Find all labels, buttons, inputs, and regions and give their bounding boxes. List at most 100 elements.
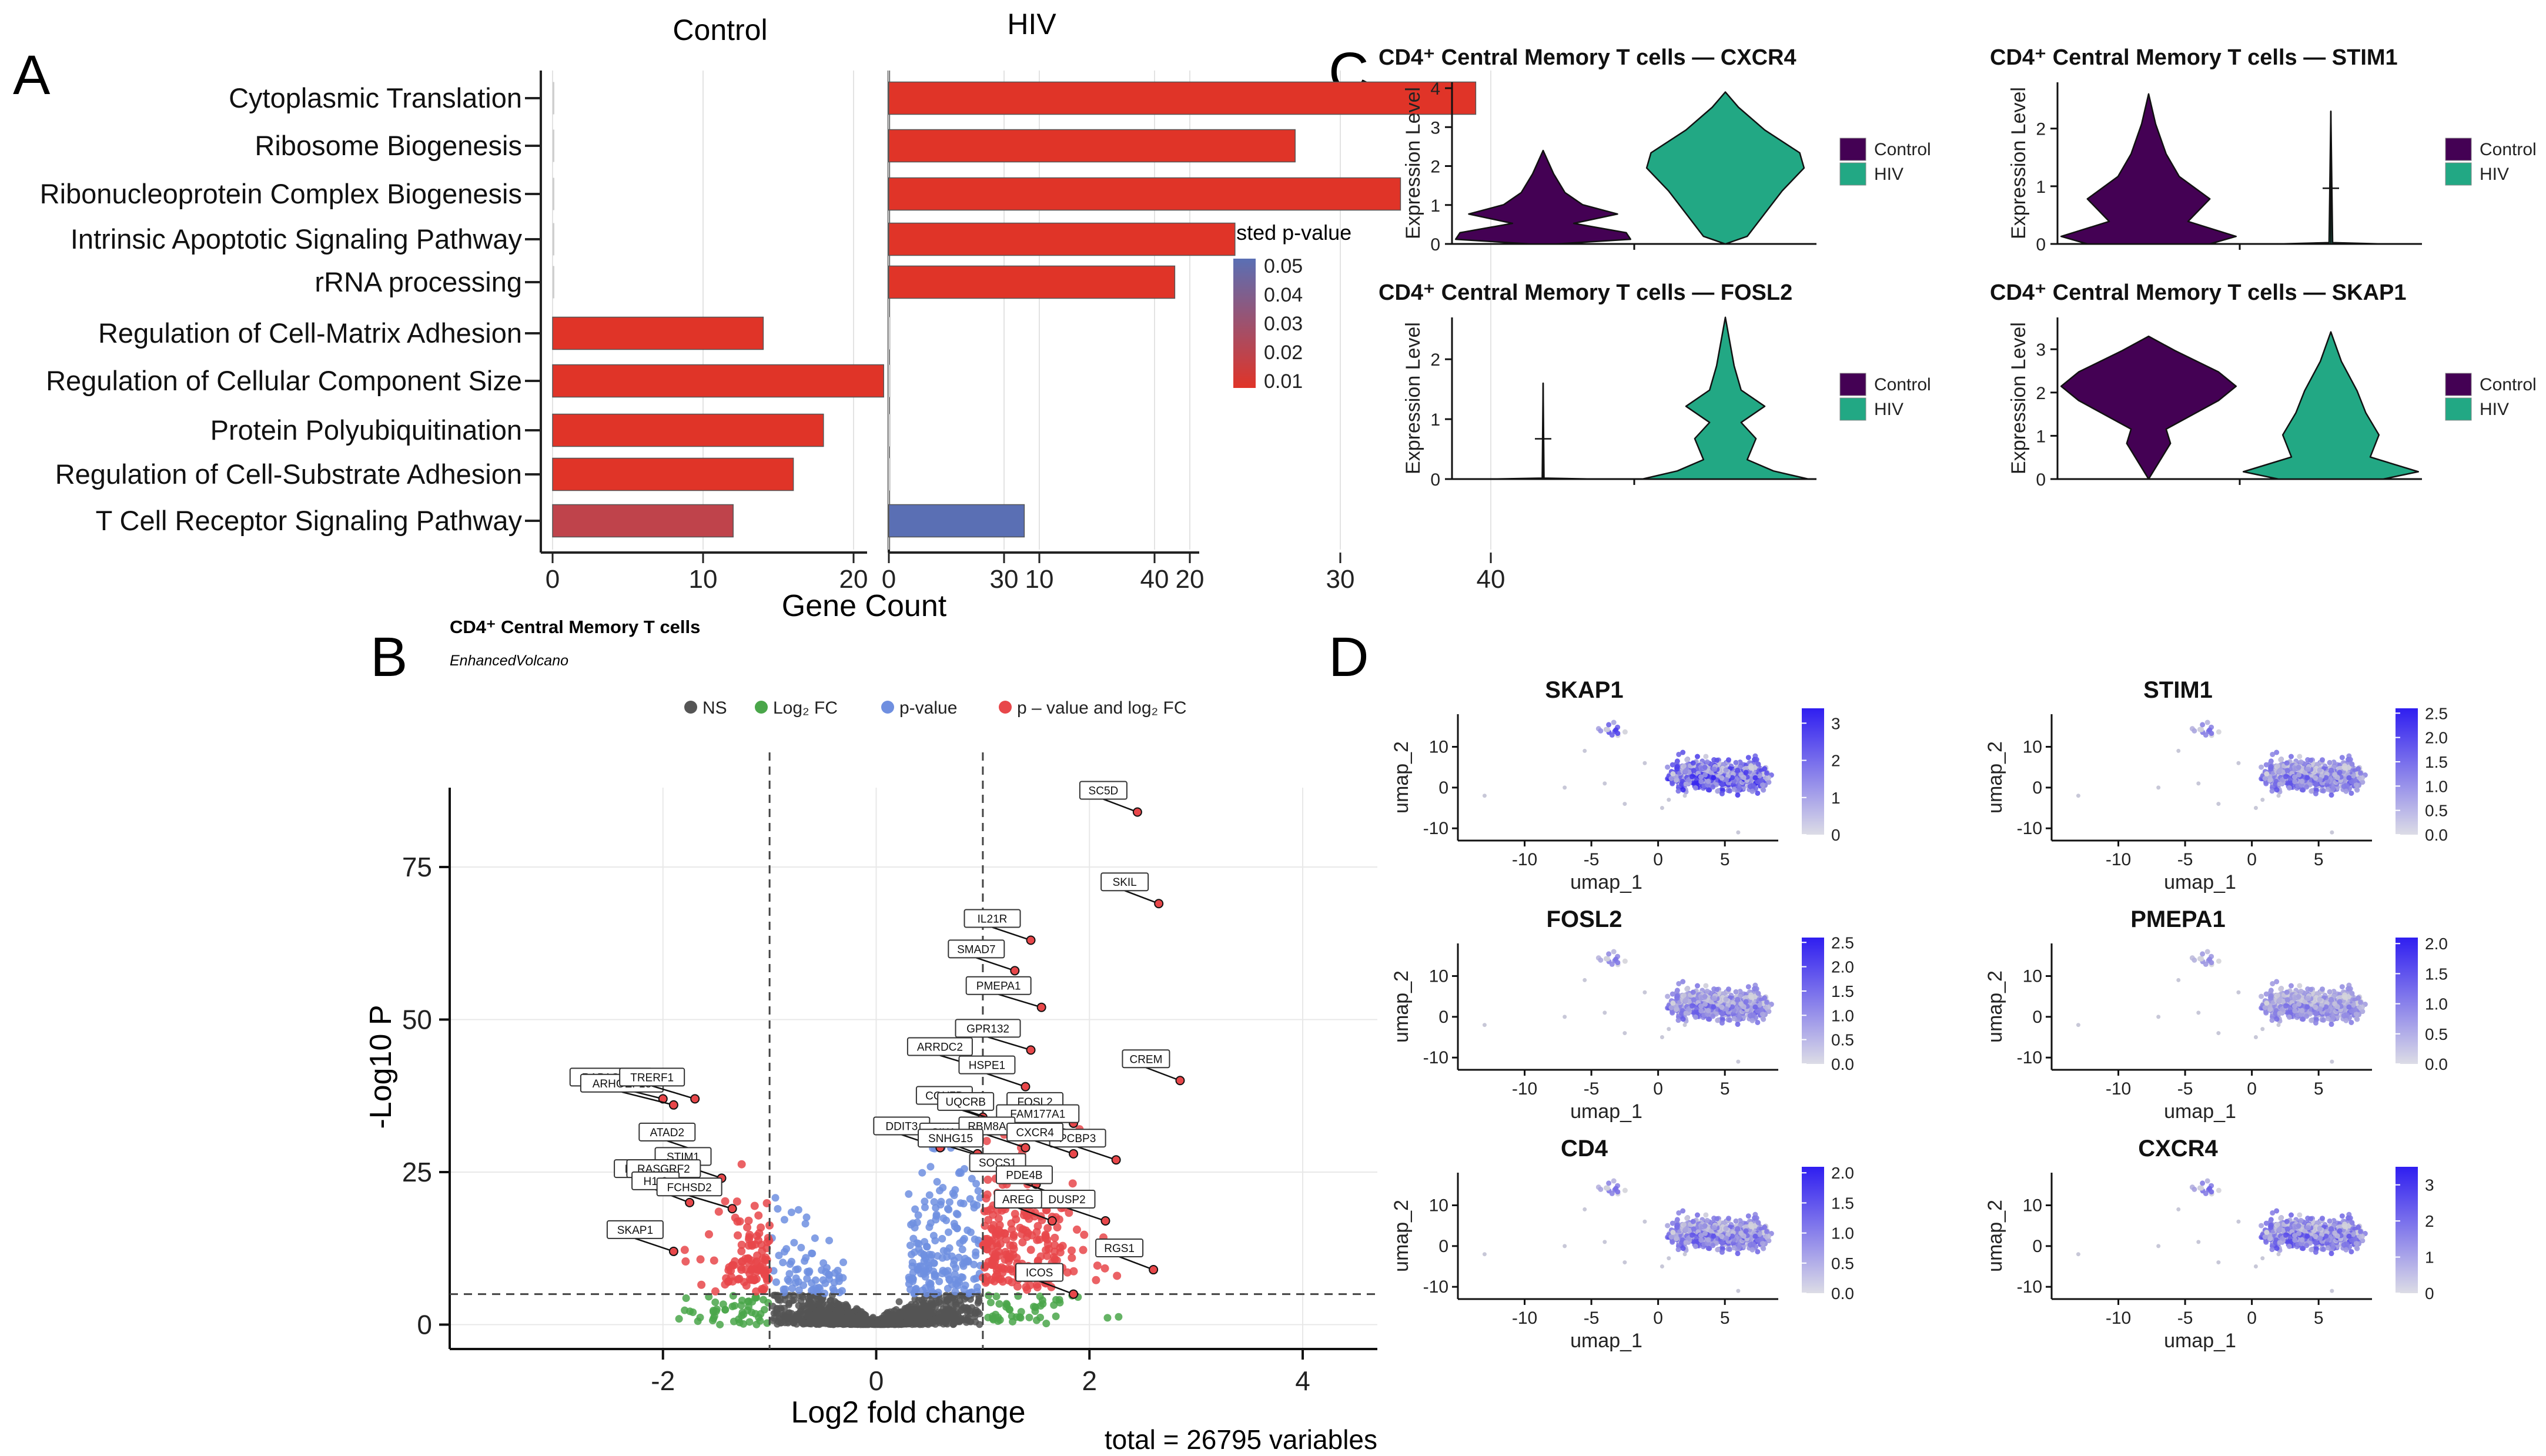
volcano-point — [1052, 1256, 1061, 1265]
volcano-point — [1068, 1253, 1076, 1262]
volcano-point — [696, 1255, 705, 1264]
volcano-point — [975, 1294, 983, 1302]
umap-cell — [1737, 785, 1742, 791]
volcano-xlabel: Log2 fold change — [791, 1395, 1025, 1430]
gene-label-point — [1021, 1143, 1031, 1153]
volcano-point — [972, 1308, 979, 1316]
umap-cell — [1747, 1013, 1753, 1019]
volcano-point — [784, 1276, 792, 1284]
legend-label-control: Control — [2480, 375, 2537, 394]
hiv-bar — [889, 364, 891, 397]
umap-cell — [2298, 988, 2304, 994]
umap-cell — [1719, 791, 1725, 796]
volcano-point — [866, 1318, 874, 1326]
volcano-point — [738, 1296, 746, 1304]
umap-cell — [1745, 755, 1751, 761]
umap-cell — [2203, 732, 2209, 738]
volcano-point — [1019, 1225, 1028, 1234]
volcano-point — [960, 1234, 968, 1243]
umap-cell — [1642, 990, 1647, 995]
volcano-point — [807, 1314, 814, 1321]
umap-cell — [1719, 782, 1725, 788]
umap-cell — [1698, 1003, 1704, 1009]
volcano-point — [835, 1274, 843, 1283]
umap-cell — [1704, 759, 1710, 765]
umap-cell — [1605, 956, 1611, 962]
volcano-legend-label: Log₂ FC — [773, 698, 838, 718]
umap-cell — [2264, 771, 2270, 776]
volcano-point — [912, 1288, 921, 1297]
volcano-title: CD4⁺ Central Memory T cells — [450, 617, 700, 637]
gene-label-text: GPR132 — [966, 1023, 1009, 1035]
gene-label-point — [1026, 935, 1036, 945]
violin-y-tick-label: 2 — [1430, 158, 1440, 177]
volcano-point — [984, 1216, 993, 1224]
gene-label-text: DUSP2 — [1048, 1194, 1085, 1206]
volcano-point — [752, 1257, 761, 1266]
volcano-point — [750, 1201, 759, 1210]
umap-cell — [2349, 761, 2355, 767]
volcano-point — [925, 1250, 934, 1258]
volcano-point — [744, 1258, 753, 1267]
volcano-point — [966, 1228, 975, 1236]
volcano-point — [1009, 1317, 1017, 1326]
volcano-point — [1052, 1296, 1060, 1304]
volcano-point — [994, 1247, 1003, 1256]
volcano-point — [721, 1197, 730, 1206]
volcano-point — [915, 1240, 923, 1248]
violin-title: CD4⁺ Central Memory T cells — STIM1 — [1990, 45, 2398, 70]
umap-cell — [1606, 722, 1612, 728]
gene-label-connector — [1119, 1256, 1154, 1271]
legend-swatch-hiv — [1839, 162, 1866, 186]
umap-cell — [1670, 1010, 1675, 1016]
umap-cell — [1682, 1023, 1687, 1027]
gene-label-box — [906, 1037, 973, 1056]
volcano-point — [846, 1310, 854, 1317]
volcano-point — [1069, 1267, 1078, 1276]
umap-cell — [2304, 784, 2310, 790]
umap-cell — [1674, 993, 1680, 999]
gene-label-text: FCHSD2 — [667, 1181, 712, 1194]
volcano-point — [751, 1294, 760, 1302]
volcano-point — [1036, 1313, 1045, 1321]
volcano-point — [951, 1317, 959, 1324]
umap-cell — [1691, 768, 1697, 774]
volcano-point — [930, 1198, 938, 1206]
umap-cell — [2260, 798, 2265, 802]
volcano-point — [704, 1230, 713, 1239]
violin-ylabel: Expression Level — [1402, 87, 1424, 239]
umap-cell — [1615, 731, 1621, 737]
volcano-point — [1043, 1224, 1052, 1233]
umap-cell — [1755, 990, 1761, 996]
umap-cell — [2348, 1019, 2354, 1025]
gene-label-box — [918, 1129, 984, 1148]
violin-y-tick-label: 0 — [2036, 235, 2046, 255]
umap-colorbar — [1802, 708, 1824, 835]
umap-cell — [1736, 1059, 1741, 1064]
volcano-point — [772, 1278, 780, 1286]
umap-cell — [1622, 802, 1627, 806]
term-label: Ribonucleoprotein Complex Biogenesis — [40, 178, 522, 209]
umap-y-tick-label: 0 — [2032, 1008, 2042, 1027]
umap-colorbar-label: 2.0 — [2425, 729, 2448, 747]
volcano-point — [945, 1244, 954, 1252]
umap-cell — [2299, 787, 2305, 793]
volcano-legend-marker — [755, 701, 768, 714]
padj-legend-tick: 0.04 — [1264, 284, 1303, 306]
volcano-point — [689, 1308, 697, 1316]
volcano-point — [957, 1273, 965, 1281]
legend-label-hiv: HIV — [1874, 400, 1903, 419]
volcano-point — [730, 1317, 738, 1326]
volcano-point — [908, 1274, 916, 1282]
gene-label-box — [948, 939, 1005, 959]
umap-cell — [1563, 1015, 1567, 1019]
panel-d-umaps: SKAP1-10 -5 0 5-10010umap_1umap_23210STIM1-… — [1390, 677, 2448, 1352]
legend-swatch-control — [1839, 138, 1866, 161]
umap-cell — [1708, 769, 1714, 775]
volcano-point — [1100, 1264, 1109, 1273]
gene-label-text: SKAP1 — [617, 1224, 653, 1237]
volcano-point — [838, 1287, 846, 1295]
umap-cell — [2299, 778, 2305, 784]
umap-cell — [1721, 762, 1727, 768]
